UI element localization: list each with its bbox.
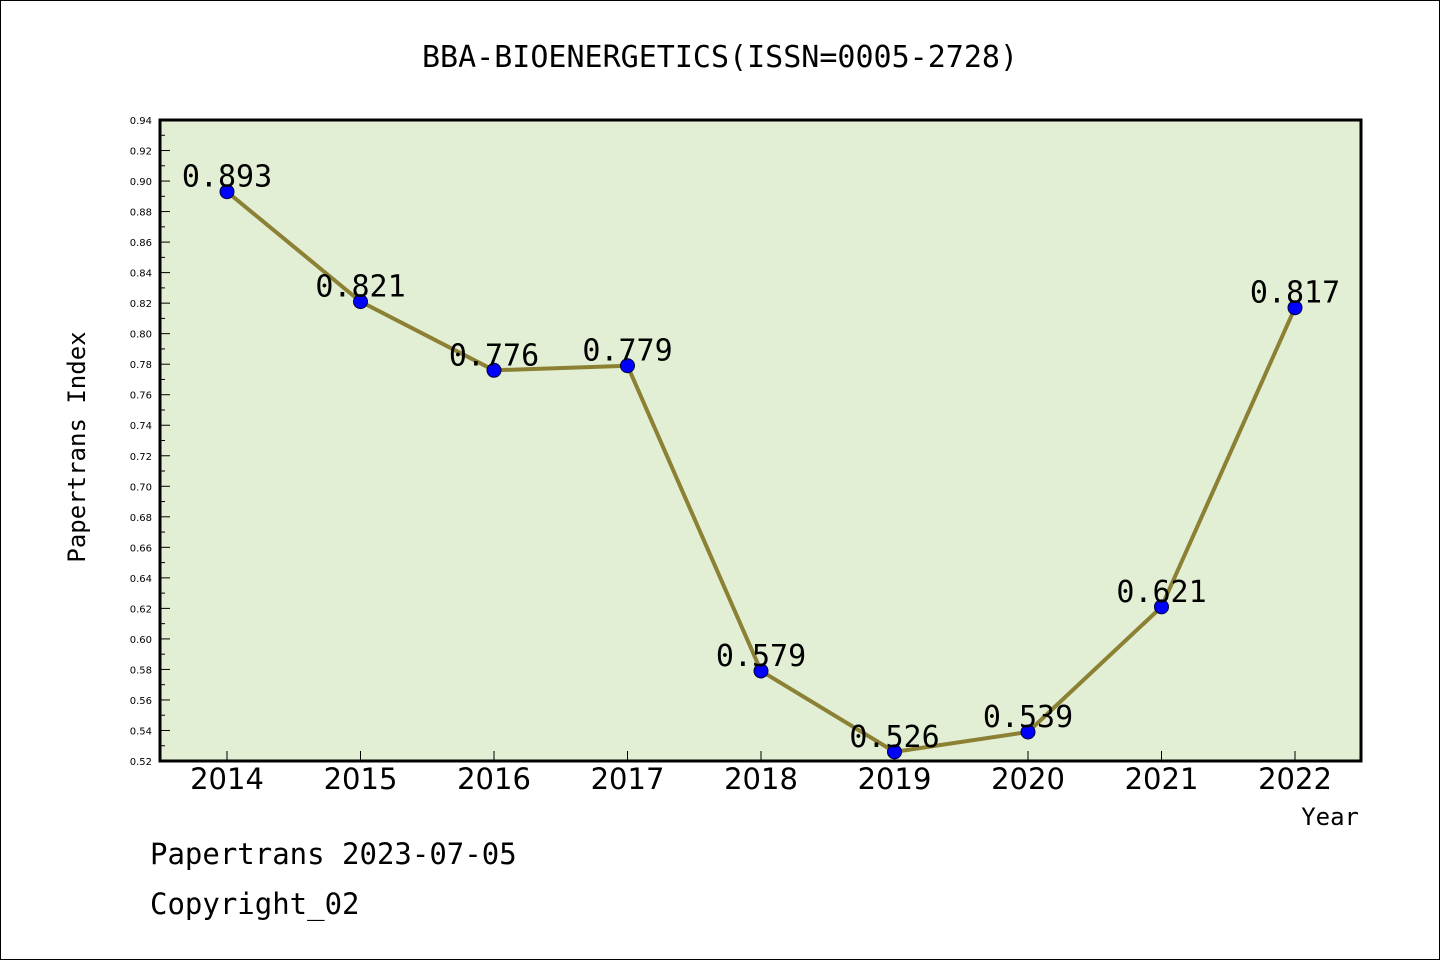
- y-tick-label: 0.92: [130, 147, 152, 158]
- y-tick-label: 0.74: [130, 421, 152, 432]
- data-point: [219, 184, 235, 200]
- y-tick-label: 0.66: [130, 543, 152, 554]
- y-tick-label: 0.52: [130, 757, 152, 768]
- x-axis-ticks: 2014 2015 2016 2017 2018 2019 2020 2021 2022: [190, 751, 1332, 796]
- x-tick-label: 2015: [324, 762, 398, 796]
- y-tick-label: 0.86: [130, 238, 152, 249]
- data-point: [1154, 599, 1169, 615]
- x-tick-label: 2019: [858, 762, 932, 796]
- x-tick-label: 2016: [457, 762, 531, 796]
- y-tick-label: 0.84: [130, 269, 152, 280]
- y-tick-label: 0.70: [130, 482, 152, 493]
- data-point: [486, 362, 502, 378]
- y-tick-label: 0.82: [130, 299, 152, 310]
- footer-date: Papertrans 2023-07-05: [150, 837, 517, 871]
- plot-area: [158, 118, 1363, 763]
- y-tick-label: 0.78: [130, 360, 152, 371]
- x-tick-label: 2017: [591, 762, 665, 796]
- data-label: 0.526: [849, 720, 939, 755]
- data-label: 0.893: [182, 160, 272, 195]
- data-label: 0.776: [449, 338, 539, 373]
- y-tick-label: 0.58: [130, 665, 152, 676]
- data-point: [753, 663, 769, 679]
- y-tick-label: 0.56: [130, 696, 152, 707]
- data-label: 0.621: [1116, 575, 1206, 610]
- x-tick-label: 2018: [724, 762, 798, 796]
- x-tick-label: 2020: [991, 762, 1065, 796]
- y-tick-label: 0.94: [130, 116, 152, 127]
- y-tick-label: 0.60: [130, 635, 152, 646]
- y-tick-label: 0.90: [130, 177, 152, 188]
- y-tick-label: 0.76: [130, 391, 152, 402]
- data-labels: 0.893 0.821 0.776 0.779 0.579 0.526 0.539 0.621…: [182, 160, 1340, 755]
- y-axis-ticks: 0.52 0.54 0.56 0.58 0.60 0.62 0.64 0.66 0.68 0.70…: [130, 116, 170, 768]
- data-point: [353, 294, 368, 310]
- y-tick-label: 0.54: [130, 726, 152, 737]
- data-point: [887, 744, 902, 760]
- y-tick-label: 0.64: [130, 574, 152, 585]
- y-tick-label: 0.80: [130, 330, 152, 341]
- data-label: 0.779: [582, 334, 672, 369]
- x-axis-label: Year: [1301, 803, 1359, 831]
- data-label: 0.579: [716, 639, 806, 674]
- data-label: 0.539: [983, 700, 1073, 735]
- data-label: 0.817: [1250, 276, 1340, 311]
- x-tick-label: 2021: [1125, 762, 1199, 796]
- y-tick-label: 0.88: [130, 208, 152, 219]
- x-tick-label: 2022: [1258, 762, 1332, 796]
- chart-title: BBA-BIOENERGETICS(ISSN=0005-2728): [422, 40, 1018, 75]
- data-point: [1287, 300, 1303, 316]
- data-point: [1020, 724, 1036, 740]
- data-label: 0.821: [315, 270, 405, 305]
- y-tick-label: 0.62: [130, 604, 152, 615]
- y-tick-label: 0.68: [130, 513, 152, 524]
- data-point: [620, 358, 635, 374]
- y-tick-label: 0.72: [130, 452, 152, 463]
- x-tick-label: 2014: [190, 762, 264, 796]
- footer-copyright: Copyright_02: [150, 887, 360, 922]
- y-axis-label: Papertrans Index: [63, 331, 91, 562]
- data-markers: [219, 184, 1303, 760]
